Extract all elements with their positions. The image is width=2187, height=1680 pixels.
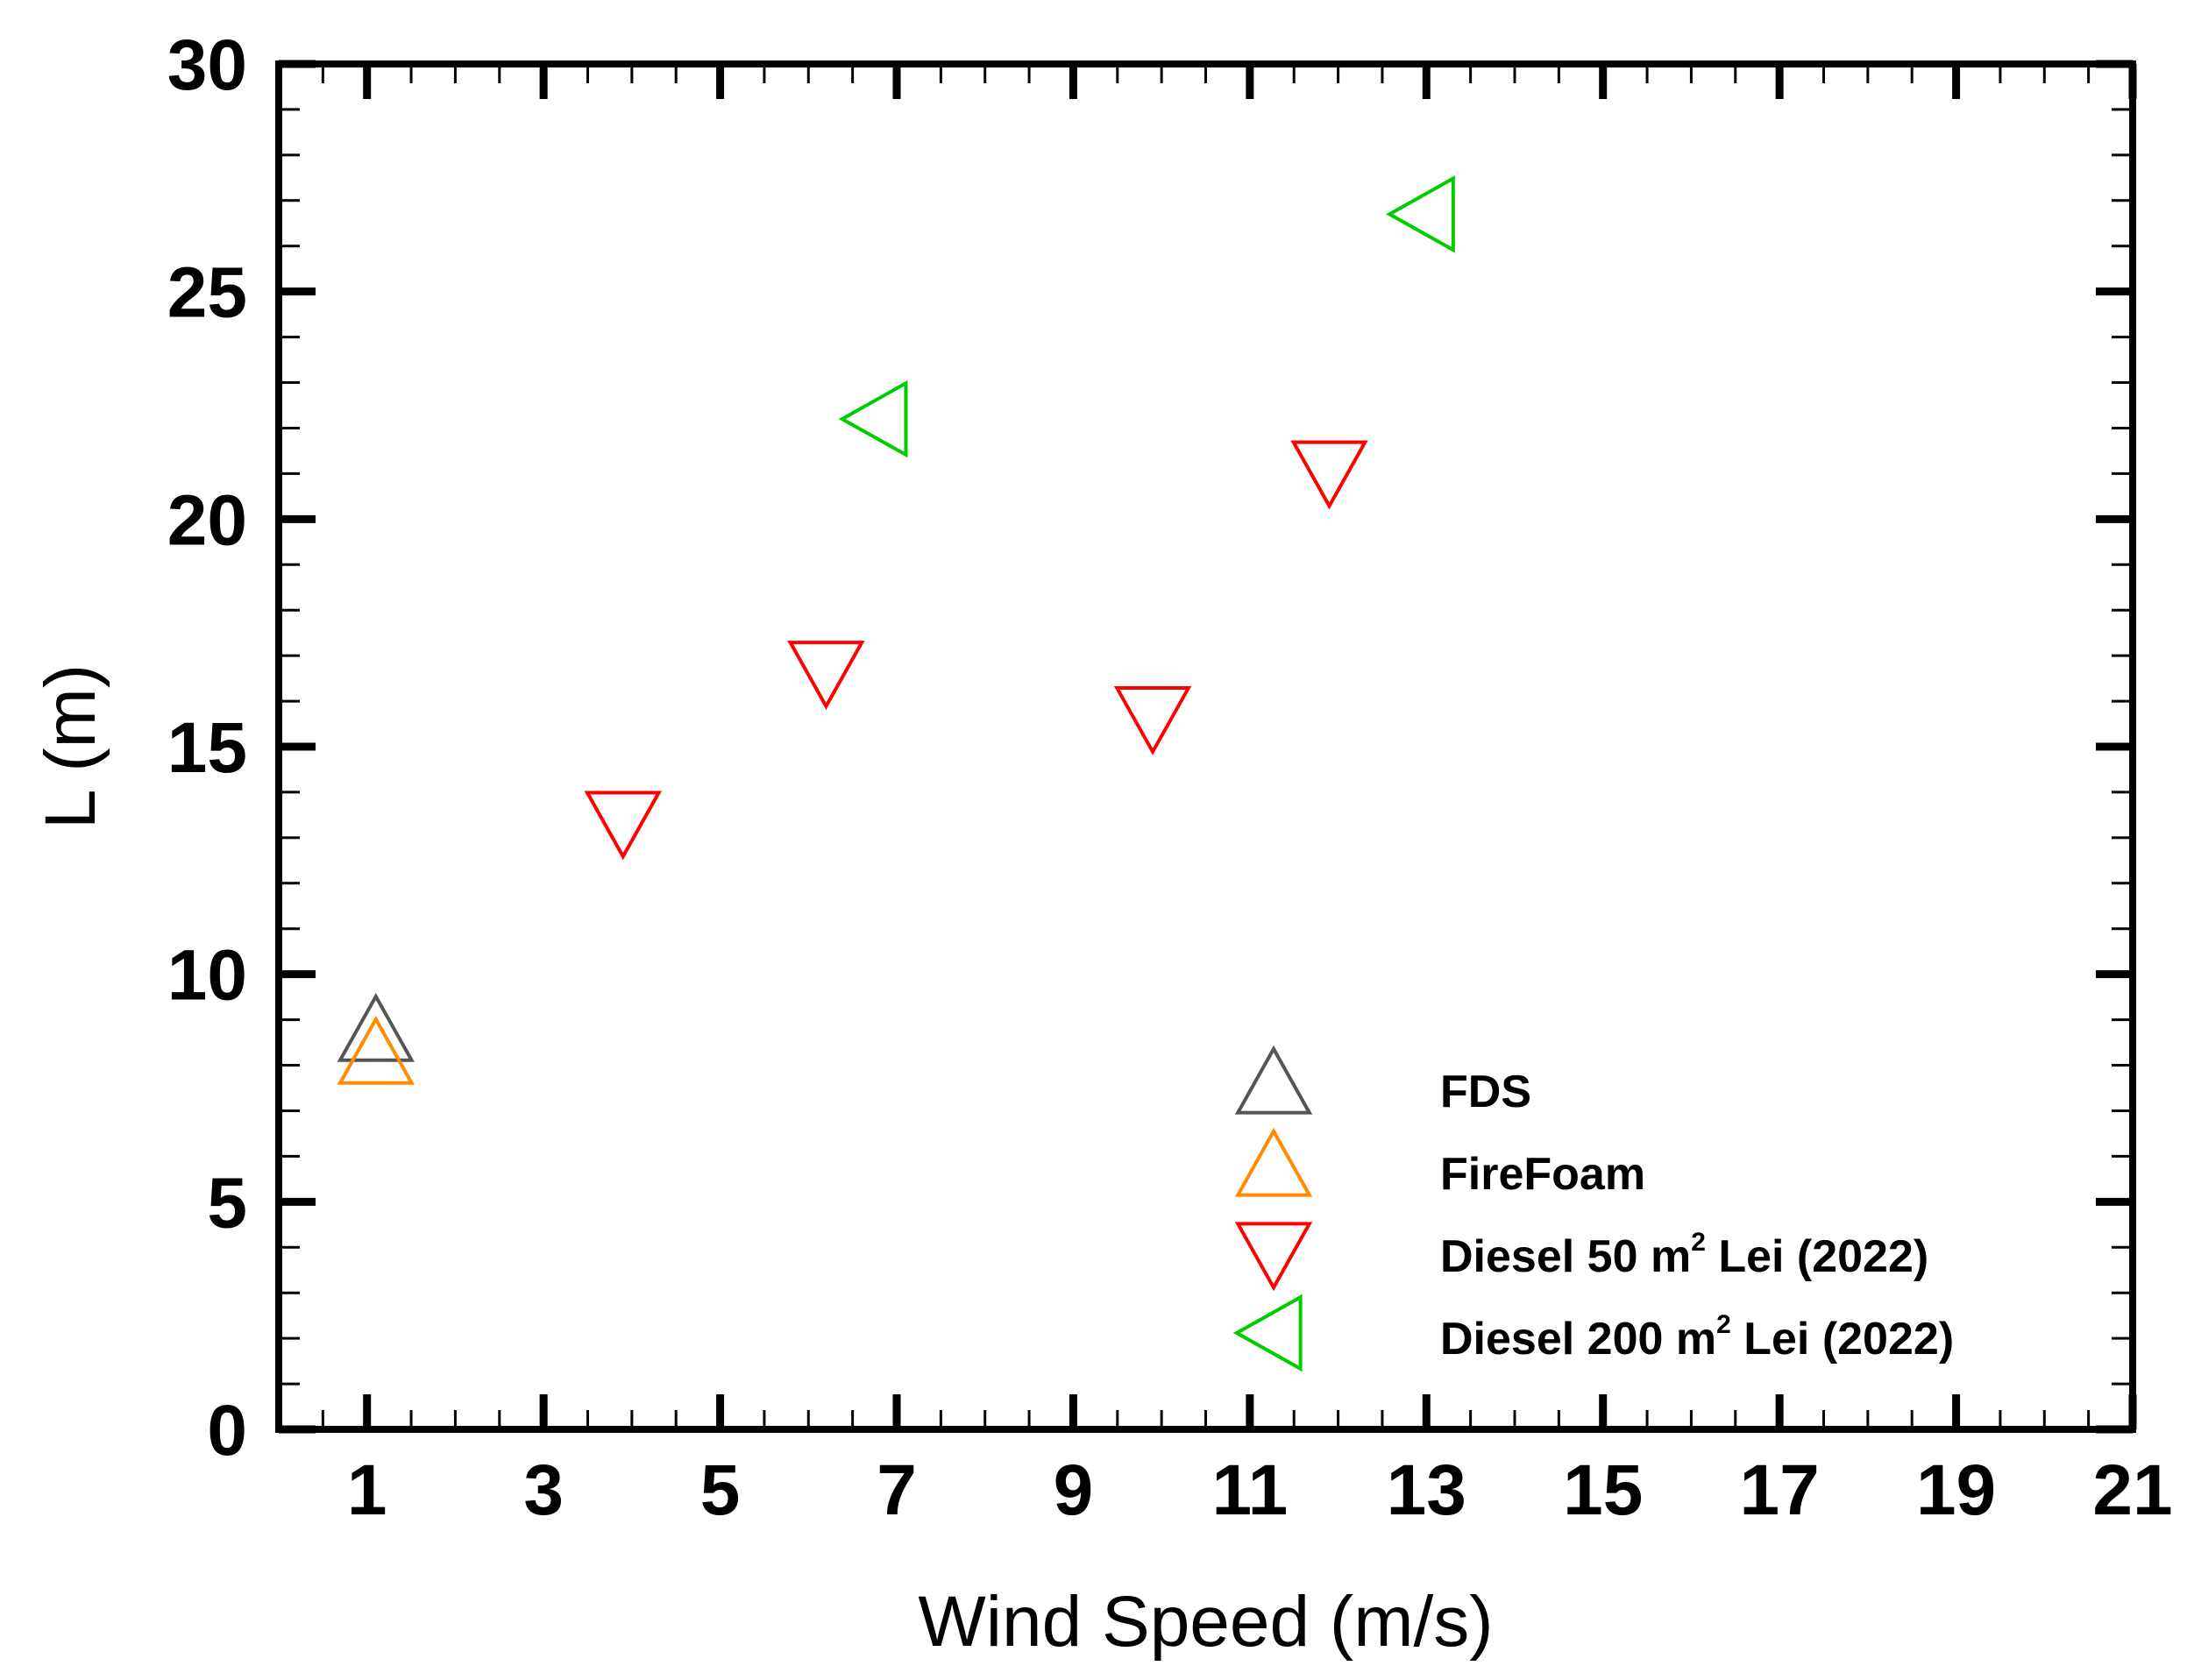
legend-marker	[1234, 1045, 1313, 1115]
x-tick-label: 1	[347, 1450, 387, 1530]
x-tick-labels: 1 3 5 7 9 11 13 15 17 19 21	[347, 1450, 2173, 1530]
y-tick-label: 5	[207, 1163, 247, 1243]
data-markers	[337, 175, 1455, 1085]
x-tick-label: 19	[1916, 1450, 1996, 1530]
data-point	[838, 379, 908, 458]
legend-label-superscript: 2	[1691, 1228, 1706, 1257]
legend-marker	[1232, 1294, 1303, 1372]
x-axis-title: Wind Speed (m/s)	[918, 1582, 1493, 1662]
y-axis-title: L (m)	[31, 664, 110, 829]
legend-label: FDS	[1440, 1067, 1531, 1117]
y-tick-label: 0	[207, 1391, 247, 1471]
x-tick-label: 21	[2092, 1450, 2172, 1530]
legend-label-part: Lei (2022)	[1706, 1231, 1928, 1282]
plot-frame	[275, 60, 2136, 1433]
data-point	[1386, 175, 1455, 253]
legend-label-superscript: 2	[1716, 1310, 1731, 1339]
legend-label: Diesel 50 m2 Lei (2022)	[1440, 1228, 1928, 1282]
x-tick-label: 3	[523, 1450, 564, 1530]
y-tick-label: 30	[167, 25, 247, 105]
legend-label: FireFoam	[1440, 1149, 1645, 1200]
major-ticks	[279, 60, 2137, 1434]
x-tick-label: 9	[1054, 1450, 1094, 1530]
data-point	[787, 641, 865, 710]
data-point	[584, 790, 663, 861]
y-tick-label: 20	[167, 480, 247, 560]
legend-label: Diesel 200 m2 Lei (2022)	[1440, 1310, 1954, 1365]
legend-marker	[1234, 1222, 1313, 1292]
data-point	[337, 992, 415, 1062]
x-tick-label: 13	[1387, 1450, 1466, 1530]
legend-label-part: Lei (2022)	[1731, 1314, 1954, 1365]
data-point	[1113, 686, 1192, 755]
y-tick-label: 15	[167, 708, 247, 788]
x-tick-label: 17	[1740, 1450, 1820, 1530]
x-tick-label: 5	[700, 1450, 741, 1530]
x-tick-label: 11	[1212, 1450, 1289, 1530]
minor-ticks	[279, 64, 2133, 1429]
y-tick-labels: 0 5 10 15 20 25 30	[167, 25, 247, 1471]
legend-label-part: Diesel 200 m	[1440, 1314, 1716, 1365]
data-point	[1290, 440, 1368, 510]
x-tick-label: 15	[1563, 1450, 1643, 1530]
y-tick-label: 25	[167, 253, 247, 333]
legend-marker	[1234, 1127, 1313, 1197]
legend-label-part: Diesel 50 m	[1440, 1231, 1691, 1282]
data-point	[337, 1015, 415, 1085]
x-tick-label: 7	[877, 1450, 917, 1530]
y-tick-label: 10	[167, 936, 247, 1016]
